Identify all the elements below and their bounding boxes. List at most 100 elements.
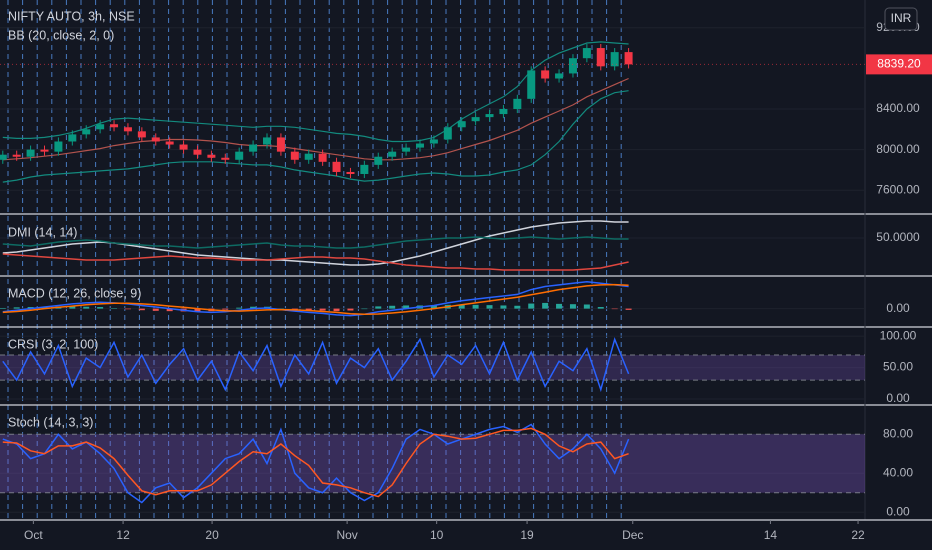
y-tick-label: 7600.00 [876, 182, 920, 196]
candle-body [290, 151, 299, 160]
histogram-bar [0, 307, 6, 309]
indicator-label: Stoch (14, 3, 3) [8, 415, 93, 429]
histogram-bar [389, 305, 396, 309]
histogram-bar [472, 304, 479, 309]
candle-body [304, 153, 313, 160]
histogram-bar [403, 305, 410, 309]
indicator-line [2, 423, 630, 504]
candle-body [624, 52, 633, 65]
histogram-bar [69, 306, 76, 309]
histogram-bar [83, 306, 90, 309]
x-tick-label: Dec [622, 528, 643, 542]
histogram-bar [236, 307, 243, 309]
histogram-bar [347, 308, 354, 311]
indicator-label: BB (20, close, 2, 0) [8, 28, 114, 42]
histogram-bar [583, 304, 590, 309]
candle-body [137, 131, 146, 138]
histogram-bar [319, 308, 326, 311]
currency-label[interactable]: INR [891, 11, 912, 25]
histogram-bar [556, 303, 563, 309]
candle-body [443, 127, 452, 140]
y-tick-label: 50.00 [883, 360, 913, 374]
candle-body [415, 143, 424, 148]
indicator-line [2, 427, 629, 498]
candle-body [235, 151, 244, 160]
x-tick-label: Nov [336, 528, 357, 542]
histogram-bar [625, 308, 632, 310]
histogram-bar [486, 305, 493, 309]
x-tick-label: 19 [520, 528, 534, 542]
x-tick-label: 14 [764, 528, 778, 542]
histogram-bar [542, 302, 549, 309]
y-tick-label: 0.00 [886, 504, 910, 518]
histogram-bar [361, 308, 368, 310]
histogram-bar [500, 305, 507, 309]
y-tick-label: 8000.00 [876, 142, 920, 156]
indicator-line [2, 253, 629, 271]
histogram-bar [111, 308, 118, 309]
candle-body [221, 157, 230, 160]
candle-body [249, 144, 258, 152]
price-badge [866, 54, 932, 75]
y-tick-label: 50.0000 [876, 230, 920, 244]
candle-body [54, 141, 63, 152]
candle-body [40, 149, 49, 152]
candle-body [263, 137, 272, 145]
candle-body [207, 154, 216, 158]
x-tick-label: Oct [24, 528, 43, 542]
candle-body [499, 108, 508, 115]
candle-body [471, 117, 480, 122]
histogram-bar [611, 308, 618, 310]
histogram-bar [194, 308, 201, 312]
y-tick-label: 100.00 [880, 328, 917, 342]
candle-body [96, 124, 105, 130]
candle-body [165, 141, 174, 145]
histogram-bar [528, 303, 535, 309]
histogram-bar [333, 308, 340, 312]
histogram-bar [430, 305, 437, 309]
candle-body [527, 70, 536, 99]
histogram-bar [27, 307, 34, 309]
x-tick-label: 10 [430, 528, 444, 542]
indicator-label: CRSI (3, 2, 100) [8, 337, 98, 351]
histogram-bar [138, 308, 145, 311]
histogram-bar [569, 304, 576, 309]
y-tick-label: 0.00 [886, 301, 910, 315]
candle-body [485, 114, 494, 118]
candle-body [68, 134, 77, 142]
histogram-bar [375, 306, 382, 309]
candle-body [568, 58, 577, 74]
band-line [2, 90, 629, 183]
histogram-bar [458, 304, 465, 309]
candle-body [360, 164, 369, 174]
candle-body [374, 156, 383, 165]
currency-button[interactable] [884, 7, 918, 31]
indicator-line [2, 280, 629, 317]
band-line [2, 77, 629, 161]
x-tick-label: 20 [205, 528, 219, 542]
candle-body [110, 124, 119, 128]
candle-body [332, 161, 341, 172]
indicator-label: DMI (14, 14) [8, 225, 77, 239]
candle-body [388, 151, 397, 157]
candle-body [513, 98, 522, 109]
band-fill [0, 434, 865, 493]
y-tick-label: 80.00 [883, 426, 913, 440]
candle-body [457, 121, 466, 128]
candle-body [151, 137, 160, 142]
candle-body [12, 154, 21, 157]
chart-title: NIFTY AUTO, 3h, NSE [8, 9, 135, 23]
candle-body [541, 70, 550, 79]
x-tick-label: 22 [851, 528, 865, 542]
histogram-bar [124, 308, 131, 310]
histogram-bar [152, 308, 159, 311]
candle-body [82, 129, 91, 135]
candle-body [26, 149, 35, 157]
indicator-line [2, 336, 630, 393]
x-tick-label: 12 [116, 528, 130, 542]
indicator-line [2, 283, 629, 316]
histogram-bar [514, 305, 521, 309]
